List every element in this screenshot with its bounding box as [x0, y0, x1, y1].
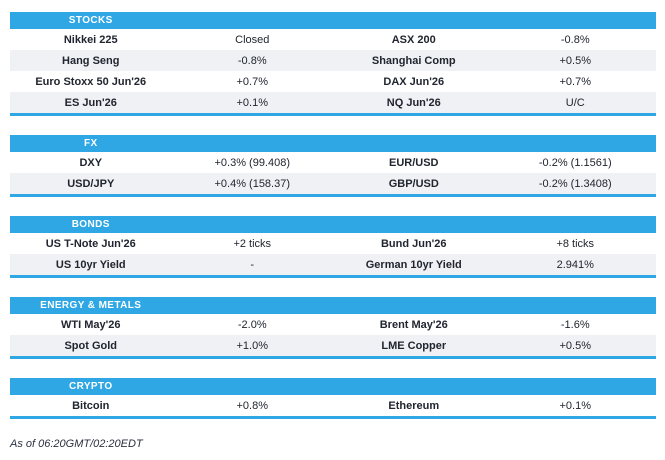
- instrument-name: ASX 200: [391, 33, 436, 46]
- instrument-name: Ethereum: [388, 399, 440, 412]
- section-title: ENERGY & METALS: [40, 300, 142, 311]
- instrument-name: Spot Gold: [64, 339, 118, 352]
- table-row: USD/JPY +0.4% (158.37) GBP/USD -0.2% (1.…: [10, 173, 656, 194]
- section-title: CRYPTO: [68, 381, 113, 392]
- instrument-value: +2 ticks: [233, 237, 272, 250]
- instrument-value: -0.2% (1.3408): [538, 177, 612, 190]
- section-title: FX: [83, 138, 98, 149]
- table-row: US T-Note Jun'26 +2 ticks Bund Jun'26 +8…: [10, 233, 656, 254]
- instrument-name: GBP/USD: [388, 177, 439, 190]
- table-row: DXY +0.3% (99.408) EUR/USD -0.2% (1.1561…: [10, 152, 656, 173]
- instrument-value: -0.8%: [560, 33, 590, 46]
- instrument-value: -1.6%: [560, 318, 590, 331]
- instrument-name: German 10yr Yield: [365, 258, 462, 271]
- table-row: WTI May'26 -2.0% Brent May'26 -1.6%: [10, 314, 656, 335]
- section-header-bar: STOCKS: [10, 12, 656, 29]
- instrument-value: +0.7%: [236, 75, 269, 88]
- section-rows: DXY +0.3% (99.408) EUR/USD -0.2% (1.1561…: [10, 152, 656, 194]
- instrument-value: Closed: [235, 33, 270, 46]
- table-row: Nikkei 225 Closed ASX 200 -0.8%: [10, 29, 656, 50]
- section-header-bar: ENERGY & METALS: [10, 297, 656, 314]
- section-rows: US T-Note Jun'26 +2 ticks Bund Jun'26 +8…: [10, 233, 656, 275]
- instrument-value: +0.3% (99.408): [214, 156, 291, 169]
- table-row: US 10yr Yield - German 10yr Yield 2.941%: [10, 254, 656, 275]
- instrument-value: -0.8%: [237, 54, 267, 67]
- instrument-value: -0.2% (1.1561): [538, 156, 612, 169]
- instrument-name: Brent May'26: [379, 318, 448, 331]
- section-fx: FX DXY +0.3% (99.408) EUR/USD -0.2% (1.1…: [10, 135, 656, 197]
- table-row: ES Jun'26 +0.1% NQ Jun'26 U/C: [10, 92, 656, 113]
- timestamp-note: As of 06:20GMT/02:20EDT: [10, 438, 143, 450]
- instrument-value: +0.4% (158.37): [214, 177, 291, 190]
- instrument-name: LME Copper: [381, 339, 447, 352]
- table-row: Spot Gold +1.0% LME Copper +0.5%: [10, 335, 656, 356]
- instrument-name: WTI May'26: [61, 318, 121, 331]
- instrument-name: Bund Jun'26: [380, 237, 447, 250]
- instrument-name: NQ Jun'26: [386, 96, 441, 109]
- table-row: Euro Stoxx 50 Jun'26 +0.7% DAX Jun'26 +0…: [10, 71, 656, 92]
- instrument-value: 2.941%: [556, 258, 594, 271]
- instrument-name: Hang Seng: [62, 54, 120, 67]
- instrument-value: +0.5%: [559, 54, 592, 67]
- instrument-name: Nikkei 225: [63, 33, 118, 46]
- market-sections: STOCKS Nikkei 225 Closed ASX 200 -0.8% H…: [10, 12, 656, 419]
- instrument-value: +0.5%: [559, 339, 592, 352]
- instrument-value: +0.1%: [236, 96, 269, 109]
- section-rows: Nikkei 225 Closed ASX 200 -0.8% Hang Sen…: [10, 29, 656, 113]
- market-wrap-page: STOCKS Nikkei 225 Closed ASX 200 -0.8% H…: [10, 12, 656, 450]
- section-rows: Bitcoin +0.8% Ethereum +0.1%: [10, 395, 656, 416]
- section-header-bar: BONDS: [10, 216, 656, 233]
- instrument-value: +0.1%: [559, 399, 592, 412]
- section-title: BONDS: [71, 219, 110, 230]
- section-header-bar: CRYPTO: [10, 378, 656, 395]
- section-stocks: STOCKS Nikkei 225 Closed ASX 200 -0.8% H…: [10, 12, 656, 116]
- table-row: Bitcoin +0.8% Ethereum +0.1%: [10, 395, 656, 416]
- section-bonds: BONDS US T-Note Jun'26 +2 ticks Bund Jun…: [10, 216, 656, 278]
- instrument-name: DAX Jun'26: [383, 75, 445, 88]
- section-header-bar: FX: [10, 135, 656, 152]
- instrument-name: DXY: [79, 156, 103, 169]
- section-title: STOCKS: [68, 15, 113, 26]
- section-energy-metals: ENERGY & METALS WTI May'26 -2.0% Brent M…: [10, 297, 656, 359]
- instrument-name: ES Jun'26: [64, 96, 117, 109]
- instrument-value: +0.7%: [559, 75, 592, 88]
- instrument-value: +0.8%: [236, 399, 269, 412]
- section-crypto: CRYPTO Bitcoin +0.8% Ethereum +0.1%: [10, 378, 656, 419]
- instrument-name: Bitcoin: [72, 399, 110, 412]
- instrument-name: EUR/USD: [388, 156, 439, 169]
- instrument-value: -: [250, 258, 255, 271]
- instrument-name: Euro Stoxx 50 Jun'26: [35, 75, 147, 88]
- section-rows: WTI May'26 -2.0% Brent May'26 -1.6% Spot…: [10, 314, 656, 356]
- instrument-value: -2.0%: [237, 318, 267, 331]
- table-row: Hang Seng -0.8% Shanghai Comp +0.5%: [10, 50, 656, 71]
- instrument-name: USD/JPY: [67, 177, 115, 190]
- instrument-value: +1.0%: [236, 339, 269, 352]
- instrument-name: Shanghai Comp: [371, 54, 456, 67]
- instrument-value: +8 ticks: [556, 237, 595, 250]
- instrument-name: US T-Note Jun'26: [45, 237, 136, 250]
- instrument-value: U/C: [565, 96, 585, 109]
- instrument-name: US 10yr Yield: [55, 258, 126, 271]
